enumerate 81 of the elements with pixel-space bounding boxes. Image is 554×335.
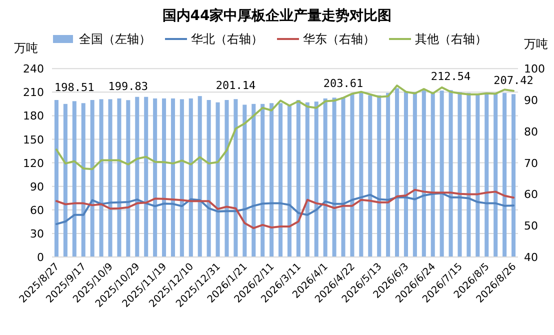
bar — [90, 100, 94, 257]
y2-tick-label: 60 — [524, 188, 538, 202]
y2-tick-label: 50 — [524, 220, 538, 233]
bar — [386, 92, 390, 257]
y2-tick-label: 70 — [524, 156, 538, 170]
legend-label: 华东（右轴） — [303, 32, 375, 46]
bar — [512, 94, 516, 257]
bar — [440, 90, 444, 257]
y2-tick-label: 100 — [524, 62, 545, 76]
bar — [63, 104, 68, 257]
bar — [126, 100, 130, 257]
bar — [484, 94, 489, 257]
bar — [135, 96, 140, 257]
bar — [430, 92, 435, 257]
bar — [359, 92, 364, 257]
bar — [494, 94, 498, 257]
y-axis-title: 万吨 — [14, 41, 38, 55]
bar — [476, 94, 480, 257]
bar — [81, 103, 86, 257]
y-tick-label: 60 — [30, 204, 44, 217]
data-label: 212.54 — [430, 70, 472, 84]
bar — [278, 103, 283, 257]
bar — [108, 99, 112, 257]
y-tick-label: 120 — [23, 156, 44, 170]
bar — [198, 96, 202, 257]
legend-label: 全国（左轴） — [79, 32, 151, 46]
bar — [270, 103, 274, 257]
bar — [305, 102, 310, 257]
y-tick-label: 0 — [37, 251, 44, 264]
bar — [234, 99, 238, 257]
bar — [72, 101, 76, 257]
bar — [206, 100, 211, 257]
bar — [252, 104, 256, 257]
bar — [162, 98, 166, 257]
bar — [466, 92, 471, 257]
bar — [332, 98, 336, 257]
y-tick-label: 30 — [30, 227, 44, 240]
data-label: 199.83 — [108, 80, 148, 94]
bar — [377, 95, 382, 257]
y-tick-label: 180 — [23, 110, 44, 123]
y2-tick-label: 40 — [524, 251, 538, 264]
y-tick-label: 210 — [23, 86, 44, 100]
bar — [153, 98, 158, 257]
y-tick-label: 90 — [30, 180, 44, 194]
y-tick-label: 150 — [23, 133, 44, 146]
bar — [144, 96, 148, 257]
bar — [99, 99, 104, 257]
bar — [54, 100, 58, 257]
bar — [350, 94, 354, 257]
bar — [216, 102, 220, 257]
bar — [180, 99, 184, 257]
chart-title: 国内44家中厚板企业产量走势对比图 — [162, 7, 392, 24]
bar — [422, 90, 426, 257]
y2-axis-title: 万吨 — [524, 37, 548, 51]
bar — [117, 98, 122, 257]
data-label: 207.42 — [494, 74, 534, 88]
legend-label: 华北（右轴） — [191, 32, 263, 46]
legend-label: 其他（右轴） — [415, 32, 487, 46]
bar — [404, 91, 408, 257]
bar — [224, 100, 229, 257]
data-label: 203.61 — [323, 77, 364, 90]
bar — [368, 95, 372, 257]
y2-tick-label: 80 — [524, 125, 538, 138]
bar — [341, 97, 346, 257]
bar — [502, 92, 507, 257]
bar — [260, 104, 265, 257]
bar — [170, 98, 175, 257]
bar — [458, 92, 462, 257]
bar — [188, 98, 193, 257]
bar — [314, 102, 318, 257]
bar — [395, 88, 400, 257]
data-label: 198.51 — [54, 81, 94, 94]
bar — [448, 90, 453, 257]
data-label: 201.14 — [216, 79, 256, 92]
y-tick-label: 240 — [23, 62, 44, 76]
bar — [296, 100, 300, 257]
bar — [242, 104, 247, 257]
bar — [323, 98, 328, 257]
y2-tick-label: 90 — [524, 94, 538, 107]
bar — [287, 104, 292, 257]
bar — [412, 92, 417, 257]
